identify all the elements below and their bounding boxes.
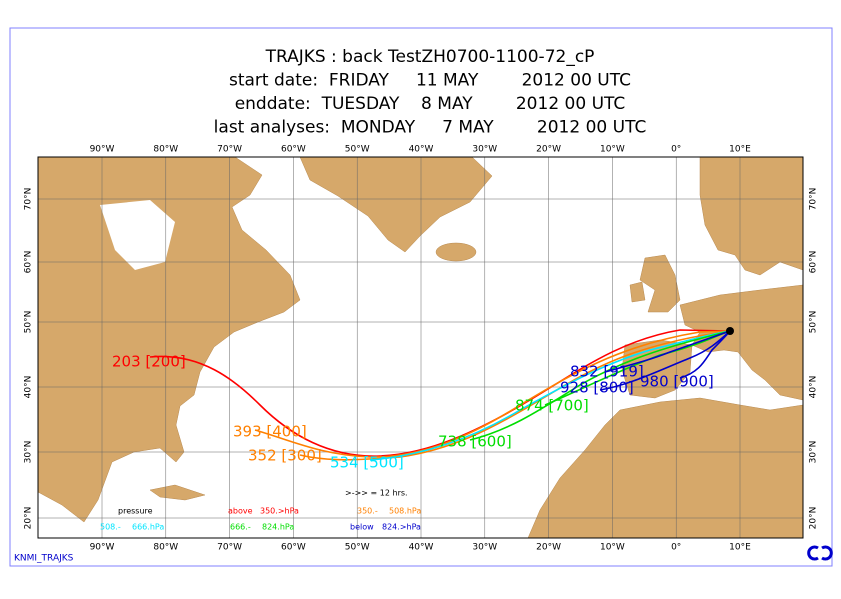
legend-range: 666.hPa — [132, 523, 164, 532]
longitude-label: 0° — [671, 145, 681, 155]
legend-prefix: below — [350, 523, 374, 532]
legend-range: 508.hPa — [389, 507, 421, 516]
trajectory-label: 203 [200] — [112, 353, 186, 371]
latitude-label: 30°N — [24, 441, 34, 464]
latitude-label: 50°N — [809, 311, 819, 334]
trajectory-label: 738 [600] — [438, 433, 512, 451]
end-point — [726, 327, 734, 335]
legend-range: 824.>hPa — [382, 523, 421, 532]
hudson-bay — [100, 200, 175, 270]
longitude-label: 10°W — [600, 543, 625, 553]
longitude-label: 20°W — [536, 145, 561, 155]
trajectory-label: 534 [500] — [330, 454, 404, 472]
longitude-label: 80°W — [153, 543, 178, 553]
longitude-label: 40°W — [409, 145, 434, 155]
latitude-label: 40°N — [809, 376, 819, 399]
trajectory-label: 874 [700] — [515, 397, 589, 415]
longitude-label: 30°W — [472, 145, 497, 155]
latitude-label: 50°N — [24, 311, 34, 334]
longitude-label: 60°W — [281, 543, 306, 553]
longitude-label: 50°W — [345, 543, 370, 553]
longitude-label: 20°W — [536, 543, 561, 553]
frame — [9, 27, 833, 567]
longitude-label: 50°W — [345, 145, 370, 155]
legend-prefix: 508.- — [100, 523, 121, 532]
trajectory-label: 928 [800] — [560, 379, 634, 397]
latitude-label: 40°N — [24, 376, 34, 399]
trajectories — [149, 329, 731, 461]
legend-range: 824.hPa — [262, 523, 294, 532]
legend-prefix: 350.- — [357, 507, 378, 516]
title-line: last analyses: MONDAY 7 MAY 2012 00 UTC — [214, 118, 647, 138]
latitude-label: 20°N — [809, 507, 819, 530]
land — [38, 157, 803, 538]
trajectory-label: 393 [400] — [233, 423, 307, 441]
title-line: TRAJKS : back TestZH0700-1100-72_cP — [265, 47, 595, 67]
longitude-label: 0° — [671, 543, 681, 553]
longitude-label: 10°W — [600, 145, 625, 155]
longitude-label: 70°W — [217, 145, 242, 155]
latitude-label: 60°N — [809, 251, 819, 274]
legend-prefix: above — [228, 507, 253, 516]
latitude-label: 60°N — [24, 251, 34, 274]
legend-range: 350.>hPa — [260, 507, 299, 516]
source-label: KNMI_TRAJKS — [14, 554, 74, 564]
legend-title: pressure — [118, 507, 153, 516]
longitude-label: 10°E — [729, 543, 751, 553]
latitude-label: 70°N — [24, 188, 34, 211]
longitude-label: 30°W — [472, 543, 497, 553]
legend-note: >->> = 12 hrs. — [345, 489, 408, 498]
title-line: start date: FRIDAY 11 MAY 2012 00 UTC — [229, 71, 631, 91]
latitude-label: 70°N — [809, 188, 819, 211]
legend-prefix: 666.- — [230, 523, 251, 532]
trajectory-label: 832 [919] — [570, 363, 644, 381]
logo — [807, 545, 833, 561]
longitude-label: 90°W — [90, 543, 115, 553]
longitude-label: 80°W — [153, 145, 178, 155]
title-line: enddate: TUESDAY 8 MAY 2012 00 UTC — [235, 94, 626, 114]
longitude-label: 60°W — [281, 145, 306, 155]
map-border — [37, 156, 804, 539]
latitude-label: 30°N — [809, 441, 819, 464]
trajectory-label: 352 [300] — [248, 447, 322, 465]
longitude-label: 10°E — [729, 145, 751, 155]
longitude-label: 40°W — [409, 543, 434, 553]
longitude-label: 70°W — [217, 543, 242, 553]
map-area — [38, 157, 803, 538]
trajectory-label: 980 [900] — [640, 373, 714, 391]
graticule — [38, 157, 803, 538]
latitude-label: 20°N — [24, 507, 34, 530]
longitude-label: 90°W — [90, 145, 115, 155]
